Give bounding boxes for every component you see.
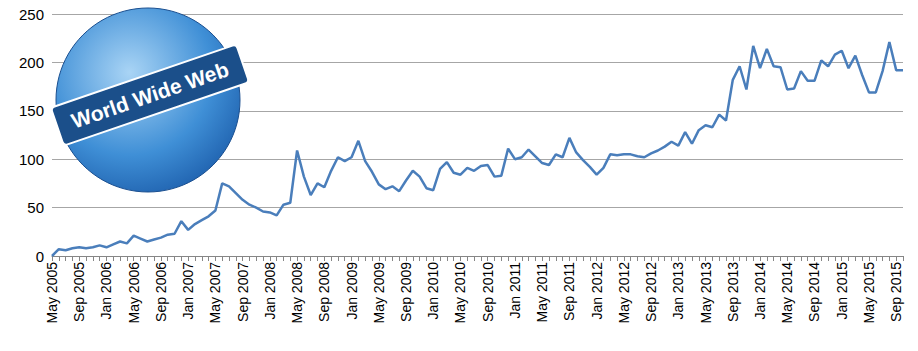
svg-text:Sep 2007: Sep 2007 xyxy=(235,262,251,322)
svg-text:World Wide Web: World Wide Web xyxy=(68,57,231,132)
svg-text:100: 100 xyxy=(19,151,44,168)
svg-text:May 2012: May 2012 xyxy=(616,262,632,324)
svg-text:May 2007: May 2007 xyxy=(207,262,223,324)
svg-text:May 2009: May 2009 xyxy=(371,262,387,324)
svg-text:May 2015: May 2015 xyxy=(861,262,877,324)
svg-text:May 2013: May 2013 xyxy=(698,262,714,324)
svg-text:Sep 2010: Sep 2010 xyxy=(480,262,496,322)
svg-text:Jan 2008: Jan 2008 xyxy=(262,262,278,320)
svg-text:Sep 2005: Sep 2005 xyxy=(71,262,87,322)
svg-text:Jan 2006: Jan 2006 xyxy=(98,262,114,320)
svg-text:May 2011: May 2011 xyxy=(534,262,550,323)
svg-text:Jan 2013: Jan 2013 xyxy=(670,262,686,320)
svg-text:Jan 2010: Jan 2010 xyxy=(425,262,441,320)
svg-text:Sep 2015: Sep 2015 xyxy=(888,262,904,322)
svg-text:May 2006: May 2006 xyxy=(126,262,142,324)
svg-text:Jan 2009: Jan 2009 xyxy=(344,262,360,320)
svg-text:50: 50 xyxy=(27,199,44,216)
svg-text:Sep 2012: Sep 2012 xyxy=(643,262,659,322)
svg-text:Sep 2014: Sep 2014 xyxy=(806,262,822,322)
svg-text:150: 150 xyxy=(19,102,44,119)
svg-text:Sep 2009: Sep 2009 xyxy=(398,262,414,322)
svg-text:Sep 2011: Sep 2011 xyxy=(561,262,577,321)
svg-text:Sep 2006: Sep 2006 xyxy=(153,262,169,322)
svg-text:0: 0 xyxy=(36,248,44,265)
svg-text:Jan 2012: Jan 2012 xyxy=(589,262,605,320)
svg-text:May 2008: May 2008 xyxy=(289,262,305,324)
svg-text:Jan 2014: Jan 2014 xyxy=(752,262,768,320)
svg-text:Sep 2008: Sep 2008 xyxy=(316,262,332,322)
svg-text:Jan 2007: Jan 2007 xyxy=(180,262,196,320)
svg-text:250: 250 xyxy=(19,6,44,23)
svg-text:Jan 2011: Jan 2011 xyxy=(507,262,523,319)
svg-text:200: 200 xyxy=(19,54,44,71)
svg-text:Sep 2013: Sep 2013 xyxy=(725,262,741,322)
svg-text:May 2014: May 2014 xyxy=(779,262,795,324)
svg-text:Jan 2015: Jan 2015 xyxy=(834,262,850,320)
svg-text:May 2010: May 2010 xyxy=(452,262,468,324)
svg-text:May 2005: May 2005 xyxy=(44,262,60,324)
